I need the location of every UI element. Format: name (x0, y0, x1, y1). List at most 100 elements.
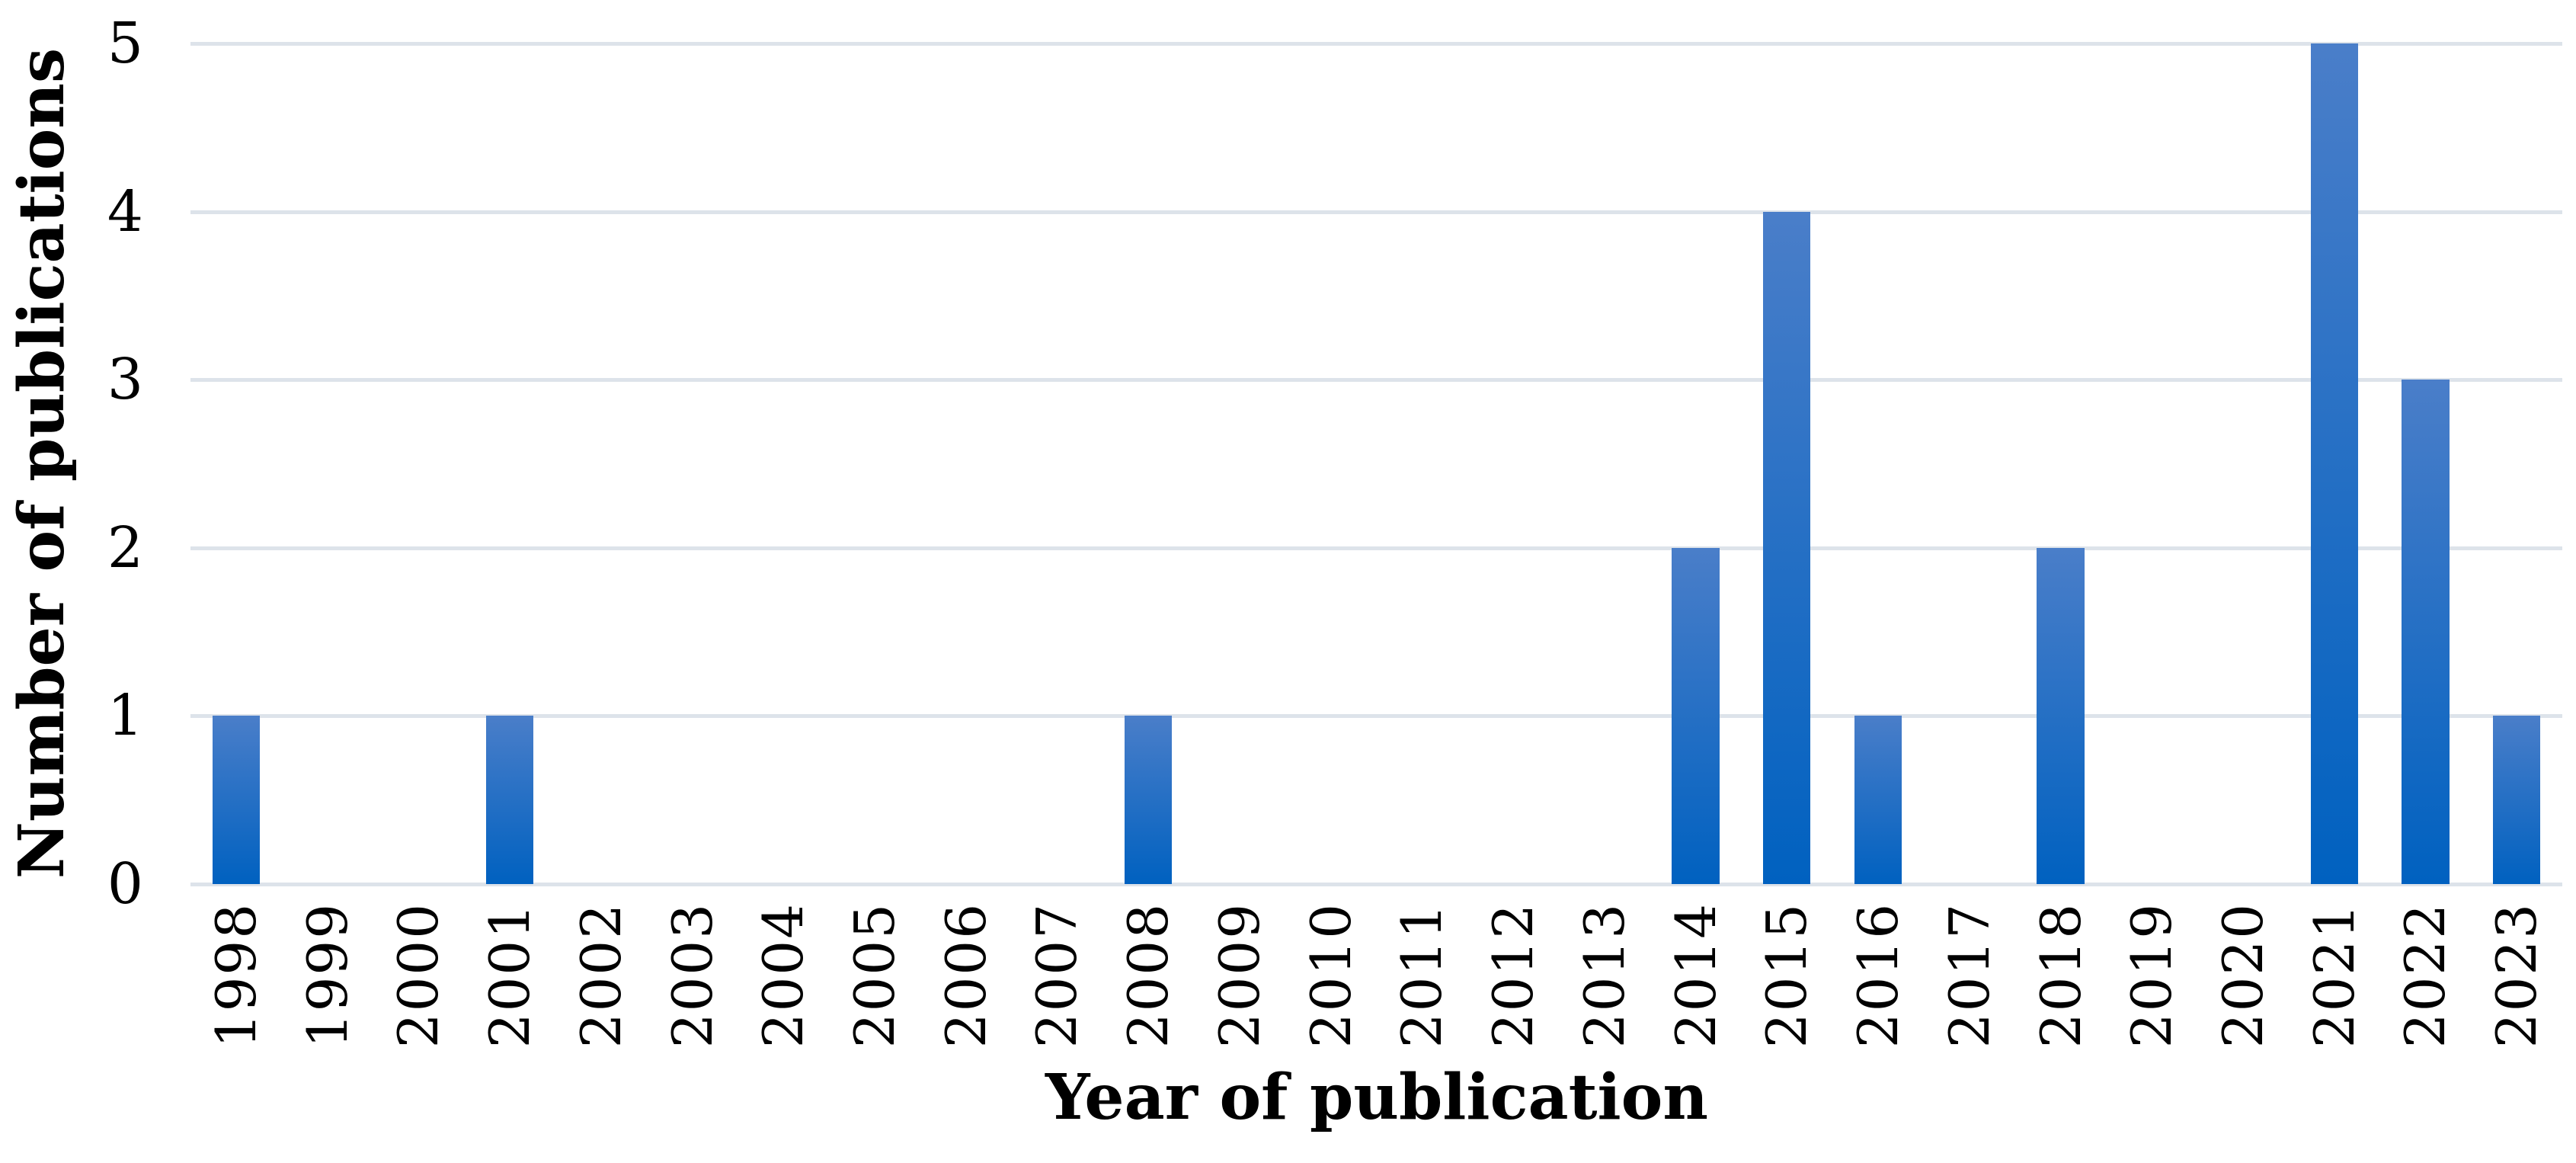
x-tick-label-2021: 2021 (2302, 902, 2366, 1049)
bar-2018 (2037, 547, 2085, 884)
x-tick-label-2019: 2019 (2120, 902, 2184, 1049)
x-tick-label-2001: 2001 (478, 902, 542, 1049)
x-label-slot-2020: 2020 (2197, 902, 2289, 1048)
x-tick-label-2012: 2012 (1481, 902, 1546, 1049)
bar-slot-2023 (2471, 43, 2562, 884)
x-label-slot-1998: 1998 (190, 902, 282, 1048)
x-tick-label-2009: 2009 (1207, 902, 1272, 1049)
x-label-slot-2004: 2004 (738, 902, 829, 1048)
x-tick-label-1999: 1999 (295, 902, 360, 1049)
bar-2001 (485, 716, 534, 884)
x-tick-label-2022: 2022 (2393, 902, 2458, 1049)
bar-slot-2017 (1924, 43, 2015, 884)
bar-slot-2019 (2106, 43, 2197, 884)
bar-slot-2014 (1650, 43, 1742, 884)
x-axis-tick-labels: 1998 1999 2000 2001 2002 2003 2004 2005 2006 2007… (190, 902, 2562, 1055)
gridline-y-3 (190, 378, 2562, 383)
x-label-slot-2023: 2023 (2471, 902, 2562, 1048)
x-label-slot-2015: 2015 (1741, 902, 1832, 1048)
x-tick-label-2020: 2020 (2211, 902, 2276, 1049)
gridline-y-5 (190, 42, 2562, 46)
y-tick-label-2: 2 (107, 514, 143, 581)
gridline-y-4 (190, 210, 2562, 214)
bar-slot-2013 (1559, 43, 1650, 884)
bar-slot-2007 (1012, 43, 1103, 884)
y-tick-label-4: 4 (107, 178, 143, 245)
x-tick-label-2017: 2017 (1937, 902, 2002, 1049)
bar-slot-2000 (373, 43, 464, 884)
x-label-slot-2019: 2019 (2106, 902, 2197, 1048)
bar-slot-2006 (920, 43, 1012, 884)
x-tick-label-2014: 2014 (1663, 902, 1728, 1049)
x-tick-label-2006: 2006 (933, 902, 998, 1049)
x-label-slot-2001: 2001 (464, 902, 555, 1048)
bar-2008 (1125, 716, 1173, 884)
x-label-slot-2010: 2010 (1285, 902, 1377, 1048)
x-label-slot-2012: 2012 (1467, 902, 1559, 1048)
x-tick-label-2023: 2023 (2485, 902, 2549, 1049)
x-tick-label-2002: 2002 (568, 902, 633, 1049)
x-tick-label-2004: 2004 (751, 902, 816, 1049)
bar-2015 (1763, 211, 1811, 884)
bar-slot-2003 (647, 43, 738, 884)
x-tick-label-2003: 2003 (660, 902, 725, 1049)
bar-2022 (2402, 380, 2450, 884)
bar-slot-2012 (1467, 43, 1559, 884)
x-tick-label-2011: 2011 (1390, 902, 1454, 1049)
x-label-slot-2007: 2007 (1012, 902, 1103, 1048)
gridline-y-2 (190, 546, 2562, 550)
bar-2021 (2310, 43, 2358, 884)
x-label-slot-2014: 2014 (1650, 902, 1742, 1048)
x-tick-label-2016: 2016 (1846, 902, 1911, 1049)
x-label-slot-2003: 2003 (647, 902, 738, 1048)
x-label-slot-2011: 2011 (1377, 902, 1468, 1048)
bar-slot-2011 (1377, 43, 1468, 884)
x-axis-title: Year of publication (1045, 1061, 1708, 1134)
x-label-slot-2006: 2006 (920, 902, 1012, 1048)
bar-slot-2016 (1832, 43, 1924, 884)
bar-2016 (1854, 716, 1902, 884)
bar-slot-1998 (190, 43, 282, 884)
x-tick-label-2013: 2013 (1572, 902, 1637, 1049)
x-label-slot-2017: 2017 (1924, 902, 2015, 1048)
x-label-slot-2021: 2021 (2289, 902, 2380, 1048)
x-label-slot-2008: 2008 (1102, 902, 1194, 1048)
y-axis-title: Number of publications (5, 47, 78, 879)
x-tick-label-1998: 1998 (203, 902, 268, 1049)
bar-1998 (212, 716, 260, 884)
x-label-slot-1999: 1999 (282, 902, 373, 1048)
x-label-slot-2009: 2009 (1194, 902, 1285, 1048)
y-tick-label-0: 0 (107, 851, 143, 917)
y-tick-label-3: 3 (107, 347, 143, 413)
x-label-slot-2018: 2018 (2015, 902, 2107, 1048)
bar-slot-2002 (555, 43, 647, 884)
x-tick-label-2015: 2015 (1755, 902, 1819, 1049)
x-tick-label-2010: 2010 (1298, 902, 1363, 1049)
bar-series (190, 43, 2562, 884)
x-label-slot-2005: 2005 (829, 902, 920, 1048)
bar-slot-2009 (1194, 43, 1285, 884)
gridline-y-1 (190, 714, 2562, 719)
bar-slot-2022 (2380, 43, 2472, 884)
bar-slot-1999 (282, 43, 373, 884)
x-tick-label-2008: 2008 (1116, 902, 1181, 1049)
bar-slot-2005 (829, 43, 920, 884)
x-tick-label-2018: 2018 (2028, 902, 2093, 1049)
y-tick-label-5: 5 (107, 11, 143, 76)
x-label-slot-2013: 2013 (1559, 902, 1650, 1048)
bar-slot-2001 (464, 43, 555, 884)
x-label-slot-2022: 2022 (2380, 902, 2472, 1048)
x-tick-label-2000: 2000 (386, 902, 451, 1049)
bar-2014 (1672, 547, 1720, 884)
x-tick-label-2005: 2005 (843, 902, 907, 1049)
y-tick-label-1: 1 (107, 683, 143, 749)
bar-slot-2004 (738, 43, 829, 884)
bar-slot-2015 (1741, 43, 1832, 884)
x-label-slot-2002: 2002 (555, 902, 647, 1048)
gridline-y-0 (190, 883, 2562, 886)
bar-slot-2008 (1102, 43, 1194, 884)
x-label-slot-2000: 2000 (373, 902, 464, 1048)
x-label-slot-2016: 2016 (1832, 902, 1924, 1048)
